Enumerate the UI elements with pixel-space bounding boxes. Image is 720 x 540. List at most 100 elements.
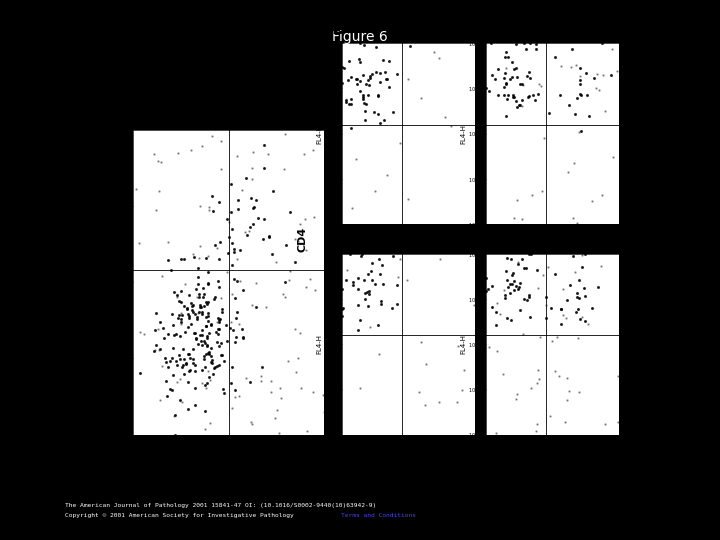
Point	[354, 57, 366, 66]
Point	[514, 100, 526, 109]
Point	[162, 363, 174, 372]
Point	[228, 275, 240, 284]
Point	[211, 244, 222, 253]
Point	[230, 386, 241, 394]
Point	[534, 375, 545, 383]
Point	[513, 285, 524, 293]
Point	[202, 316, 213, 325]
Point	[214, 238, 225, 247]
Point	[364, 287, 375, 295]
Point	[222, 248, 233, 257]
Point	[606, 45, 618, 53]
Point	[549, 53, 561, 62]
Point	[506, 279, 518, 288]
Point	[189, 383, 200, 392]
Point	[483, 87, 495, 96]
Point	[240, 374, 251, 383]
Point	[209, 363, 220, 372]
Point	[524, 39, 536, 48]
Point	[530, 427, 541, 436]
Point	[500, 79, 511, 88]
Point	[565, 63, 577, 71]
Point	[223, 233, 235, 241]
Point	[553, 372, 564, 381]
Point	[508, 92, 520, 101]
Point	[209, 241, 220, 249]
Point	[510, 97, 522, 105]
Point	[201, 341, 212, 349]
Point	[357, 92, 369, 101]
Point	[208, 295, 220, 303]
Point	[380, 75, 392, 84]
Point	[279, 278, 291, 286]
Point	[500, 293, 511, 302]
Point	[500, 112, 511, 120]
Point	[359, 275, 370, 284]
Point	[575, 91, 586, 99]
Point	[216, 307, 228, 316]
Point	[521, 45, 532, 53]
Point	[491, 298, 503, 307]
Point	[456, 386, 468, 394]
Point	[221, 268, 233, 276]
Point	[228, 245, 240, 253]
Point	[572, 288, 583, 297]
Point	[458, 366, 469, 374]
Point	[179, 301, 190, 310]
Point	[178, 354, 189, 363]
Point	[194, 202, 206, 211]
Point	[534, 333, 546, 341]
Point	[189, 361, 201, 369]
Point	[243, 227, 255, 235]
Point	[282, 357, 294, 366]
Point	[138, 330, 150, 339]
Point	[171, 291, 183, 299]
Point	[203, 372, 215, 381]
Point	[531, 265, 542, 274]
Point	[217, 305, 228, 313]
Point	[241, 231, 253, 240]
Point	[200, 350, 212, 359]
Point	[175, 286, 186, 295]
Point	[402, 195, 414, 204]
Point	[378, 56, 390, 64]
Point	[540, 300, 552, 309]
Point	[336, 63, 348, 71]
Point	[343, 57, 355, 65]
Point	[377, 280, 388, 288]
Point	[521, 71, 533, 80]
Point	[392, 300, 403, 308]
Point	[263, 232, 274, 240]
Point	[356, 249, 367, 258]
Point	[248, 202, 259, 211]
Point	[161, 358, 172, 367]
Y-axis label: FL4-H: FL4-H	[317, 124, 323, 144]
Point	[346, 95, 357, 104]
Point	[359, 288, 371, 297]
Point	[345, 100, 356, 109]
Point	[572, 305, 584, 314]
Point	[552, 333, 563, 341]
Point	[611, 67, 623, 76]
Point	[187, 345, 199, 353]
Point	[205, 343, 217, 352]
Point	[428, 48, 439, 57]
Point	[213, 316, 225, 325]
Point	[279, 130, 290, 139]
Point	[189, 329, 200, 338]
Point	[514, 306, 526, 314]
Point	[214, 198, 225, 206]
Point	[362, 302, 374, 310]
Point	[564, 101, 575, 110]
Point	[359, 106, 371, 115]
Point	[246, 193, 257, 202]
Point	[357, 94, 369, 103]
Point	[378, 116, 390, 124]
Point	[345, 73, 356, 82]
Point	[164, 357, 176, 366]
Point	[199, 381, 211, 390]
Point	[511, 103, 523, 112]
Point	[258, 141, 270, 150]
Point	[361, 79, 372, 88]
Point	[453, 341, 464, 350]
